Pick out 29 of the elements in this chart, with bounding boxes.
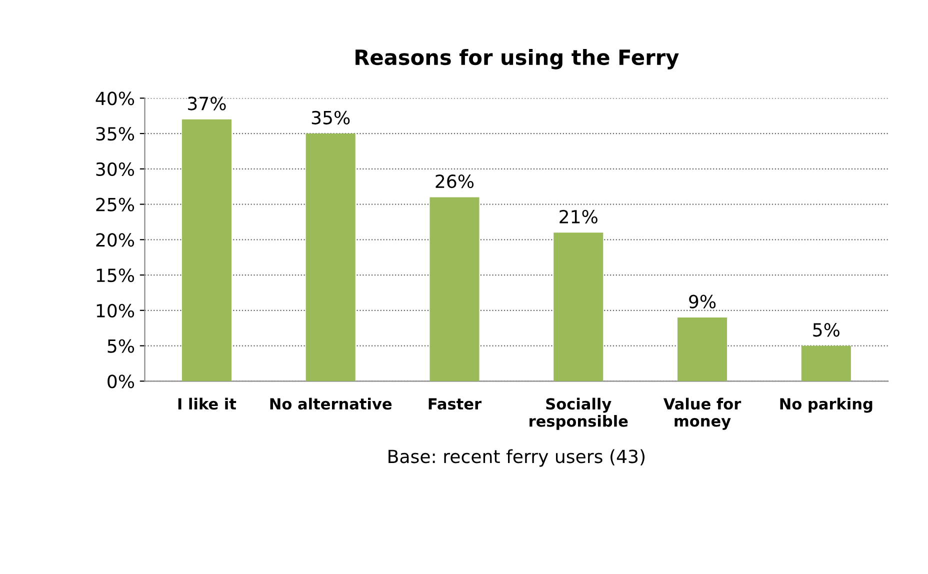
bar [182, 119, 232, 382]
bar [677, 317, 728, 382]
bar [801, 346, 851, 382]
y-tick-label: 25% [96, 198, 134, 212]
data-label: 26% [436, 174, 474, 188]
x-tick-label: Value for money [663, 398, 742, 430]
chart-title: Reasons for using the Ferry [356, 48, 679, 70]
data-label: 35% [312, 110, 350, 124]
x-tick-label: No alternative [270, 398, 392, 410]
y-tick-label: 40% [96, 92, 134, 106]
x-tick-label: Faster [428, 398, 482, 410]
x-tick-label: I like it [178, 398, 236, 410]
bar [430, 197, 480, 382]
y-tick-label: 35% [96, 126, 134, 141]
x-tick-label: Socially responsible [530, 398, 628, 430]
x-tick-label: No parking [780, 398, 872, 413]
y-tick-label: 0% [108, 374, 134, 388]
y-tick-label: 20% [96, 233, 134, 247]
data-label: 9% [689, 294, 716, 308]
x-axis-title: Base: recent ferry users (43) [388, 449, 644, 467]
data-label: 5% [813, 323, 840, 337]
bar [554, 232, 604, 382]
y-tick-label: 5% [108, 339, 134, 353]
y-tick-label: 15% [96, 268, 134, 282]
data-label: 21% [560, 210, 598, 224]
bar [306, 134, 356, 382]
data-label: 37% [188, 96, 226, 110]
y-tick-label: 30% [96, 162, 134, 176]
y-tick-label: 10% [96, 304, 134, 318]
